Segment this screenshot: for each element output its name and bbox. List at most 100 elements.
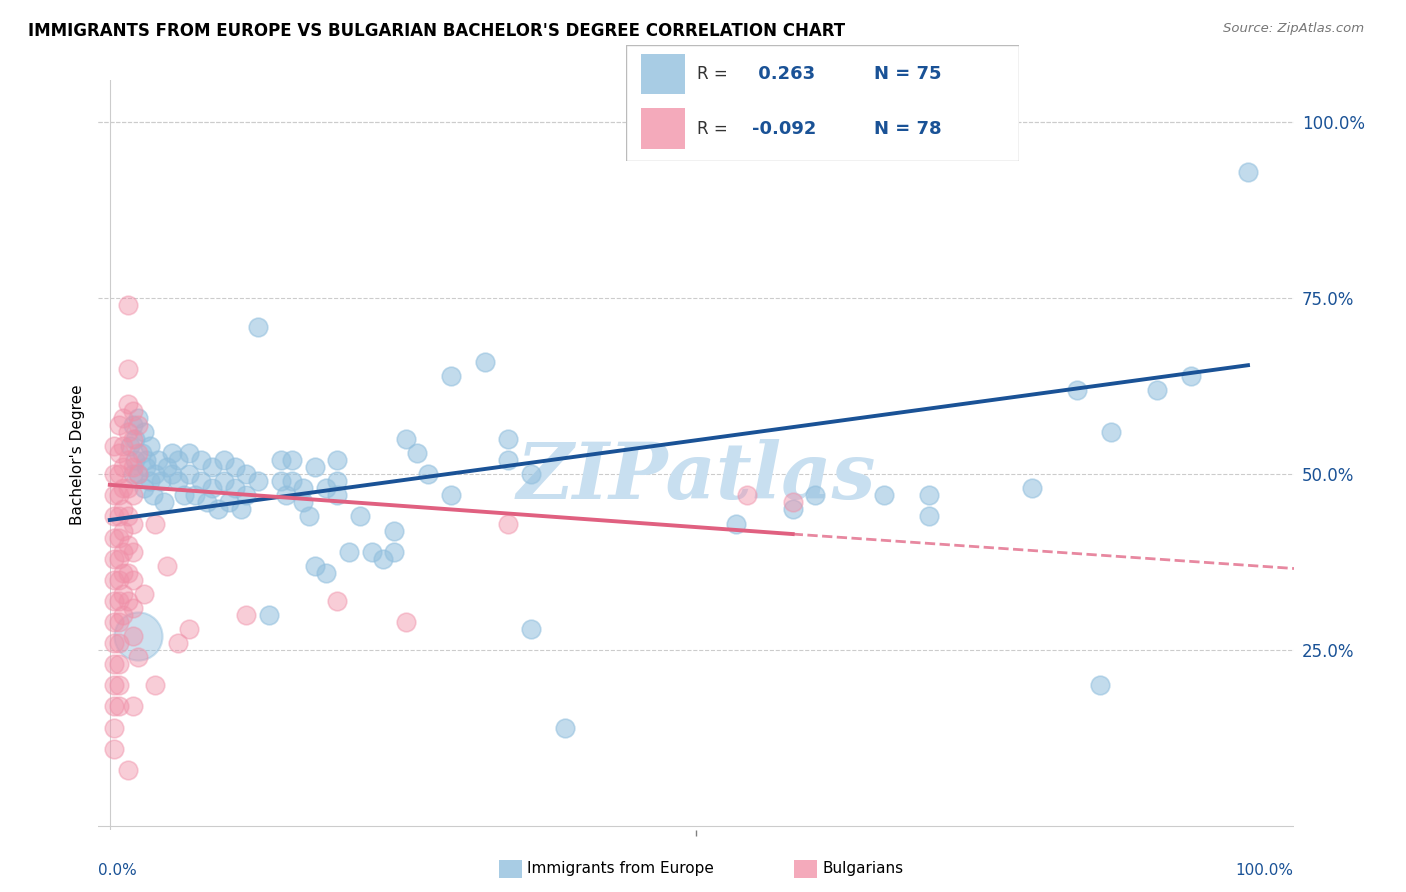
FancyBboxPatch shape	[626, 45, 1019, 161]
Point	[121, 544, 143, 558]
Point	[224, 481, 246, 495]
Point	[121, 432, 143, 446]
Point	[124, 432, 146, 446]
Point	[395, 432, 418, 446]
Point	[804, 488, 827, 502]
Point	[108, 594, 131, 608]
Point	[124, 453, 146, 467]
Point	[153, 495, 176, 509]
Point	[127, 650, 149, 665]
Point	[201, 460, 224, 475]
Point	[360, 544, 382, 558]
Point	[201, 481, 224, 495]
Point	[1088, 678, 1111, 692]
Point	[108, 657, 131, 672]
Point	[103, 488, 125, 502]
Point	[108, 551, 131, 566]
Point	[382, 524, 405, 538]
Point	[108, 417, 131, 432]
Point	[304, 558, 326, 573]
Point	[117, 481, 139, 495]
Point	[121, 467, 143, 482]
Point	[782, 495, 804, 509]
Point	[103, 467, 125, 482]
Point	[212, 453, 235, 467]
Point	[103, 636, 125, 650]
Point	[257, 607, 280, 622]
Point	[108, 678, 131, 692]
Point	[135, 453, 157, 467]
Point	[108, 467, 131, 482]
Point	[121, 488, 143, 502]
Point	[298, 509, 321, 524]
Point	[112, 544, 135, 558]
Point	[782, 502, 804, 516]
Point	[292, 481, 315, 495]
Text: R =: R =	[696, 120, 733, 137]
Point	[103, 699, 125, 714]
Point	[382, 544, 405, 558]
Point	[127, 467, 149, 482]
Point	[138, 475, 160, 489]
Point	[246, 475, 269, 489]
Point	[150, 475, 173, 489]
Text: IMMIGRANTS FROM EUROPE VS BULGARIAN BACHELOR'S DEGREE CORRELATION CHART: IMMIGRANTS FROM EUROPE VS BULGARIAN BACH…	[28, 22, 845, 40]
Point	[117, 361, 139, 376]
Point	[292, 495, 315, 509]
Point	[212, 475, 235, 489]
Point	[127, 629, 149, 643]
Point	[724, 516, 747, 531]
Point	[1146, 383, 1168, 397]
Point	[108, 509, 131, 524]
Point	[195, 495, 218, 509]
Point	[1066, 383, 1088, 397]
Point	[112, 460, 135, 475]
Point	[127, 446, 149, 460]
Point	[440, 368, 463, 383]
Text: Source: ZipAtlas.com: Source: ZipAtlas.com	[1223, 22, 1364, 36]
Point	[112, 607, 135, 622]
Point	[735, 488, 758, 502]
Point	[326, 594, 349, 608]
Point	[103, 509, 125, 524]
Point	[112, 481, 135, 495]
Point	[142, 488, 165, 502]
Point	[229, 502, 252, 516]
Point	[167, 475, 190, 489]
Point	[918, 488, 941, 502]
Point	[184, 488, 207, 502]
Point	[440, 488, 463, 502]
Text: N = 78: N = 78	[873, 120, 941, 137]
Point	[108, 615, 131, 629]
Point	[103, 741, 125, 756]
Point	[117, 763, 139, 777]
Point	[132, 425, 155, 439]
Point	[554, 721, 576, 735]
Point	[190, 453, 212, 467]
Point	[143, 678, 166, 692]
Point	[156, 558, 179, 573]
Point	[1180, 368, 1202, 383]
Point	[117, 453, 139, 467]
Point	[235, 607, 257, 622]
Point	[108, 573, 131, 587]
Point	[207, 502, 229, 516]
Point	[103, 721, 125, 735]
Bar	[641, 54, 685, 95]
Point	[162, 467, 184, 482]
Point	[112, 502, 135, 516]
Point	[315, 481, 337, 495]
Point	[108, 699, 131, 714]
Point	[138, 439, 160, 453]
Point	[131, 446, 153, 460]
Point	[108, 446, 131, 460]
Point	[108, 531, 131, 545]
Point	[281, 453, 304, 467]
Point	[337, 544, 360, 558]
Point	[121, 516, 143, 531]
Text: 100.0%: 100.0%	[1236, 863, 1294, 879]
Point	[108, 636, 131, 650]
Point	[103, 439, 125, 453]
Point	[167, 636, 190, 650]
Point	[132, 587, 155, 601]
